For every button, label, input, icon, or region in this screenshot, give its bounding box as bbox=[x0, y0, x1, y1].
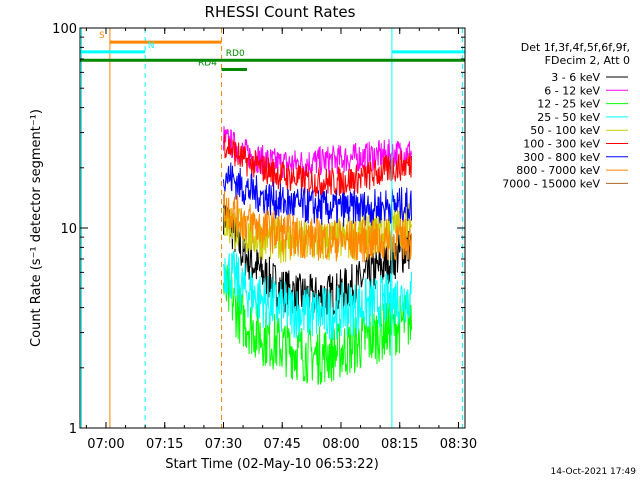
series-line-2 bbox=[223, 264, 412, 385]
x-tick-label-0: 07:00 bbox=[87, 437, 124, 452]
y-tick-label-1: 10 bbox=[60, 222, 77, 237]
legend-entry-4: 50 - 100 keV bbox=[530, 124, 600, 137]
footer-date: 14-Oct-2021 17:49 bbox=[551, 467, 637, 477]
series-line-3 bbox=[223, 250, 412, 341]
y-tick-label-2: 100 bbox=[52, 22, 77, 37]
x-tick-label-1: 07:15 bbox=[146, 437, 183, 452]
y-axis-ticks: 1 10 100 bbox=[52, 22, 465, 437]
legend-header-line-1: Det 1f,3f,4f,5f,6f,9f, bbox=[521, 41, 630, 54]
legend-header-line-2: FDecim 2, Att 0 bbox=[545, 54, 630, 67]
flag-label-3: RD0 bbox=[226, 49, 245, 59]
series-line-6 bbox=[223, 162, 412, 227]
legend-entry-5: 100 - 300 keV bbox=[523, 138, 600, 151]
x-tick-label-6: 08:30 bbox=[440, 437, 477, 452]
x-axis-ticks: 07:00 07:15 07:30 07:45 08:00 08:15 08:30 bbox=[85, 28, 477, 452]
y-tick-label-0: 1 bbox=[69, 422, 77, 437]
x-tick-label-4: 08:00 bbox=[322, 437, 359, 452]
series-layer bbox=[223, 126, 412, 385]
x-tick-label-2: 07:30 bbox=[205, 437, 242, 452]
legend-entry-8: 7000 - 15000 keV bbox=[502, 177, 600, 190]
chart-title: RHESSI Count Rates bbox=[205, 3, 356, 21]
legend-entry-2: 12 - 25 keV bbox=[537, 98, 600, 111]
legend: Det 1f,3f,4f,5f,6f,9f, FDecim 2, Att 0 3… bbox=[502, 41, 630, 190]
legend-entry-3: 25 - 50 keV bbox=[537, 111, 600, 124]
flag-label-0: S bbox=[99, 31, 105, 41]
x-axis-label: Start Time (02-May-10 06:53:22) bbox=[165, 457, 379, 472]
legend-entry-0: 3 - 6 keV bbox=[551, 71, 600, 84]
series-line-5 bbox=[223, 134, 412, 197]
flag-label-1: N bbox=[148, 41, 155, 51]
flag-label-4: RD4 bbox=[198, 59, 217, 69]
y-axis-label: Count Rate (s⁻¹ detector segment⁻¹) bbox=[29, 109, 44, 347]
series-line-7 bbox=[223, 190, 412, 263]
legend-entry-6: 300 - 800 keV bbox=[523, 151, 600, 164]
legend-entry-1: 6 - 12 keV bbox=[544, 84, 600, 97]
flag-bars-layer: S N RD0 RD4 bbox=[80, 31, 465, 72]
legend-entry-7: 800 - 7000 keV bbox=[516, 164, 600, 177]
x-tick-label-5: 08:15 bbox=[381, 437, 418, 452]
x-tick-label-3: 07:45 bbox=[263, 437, 300, 452]
